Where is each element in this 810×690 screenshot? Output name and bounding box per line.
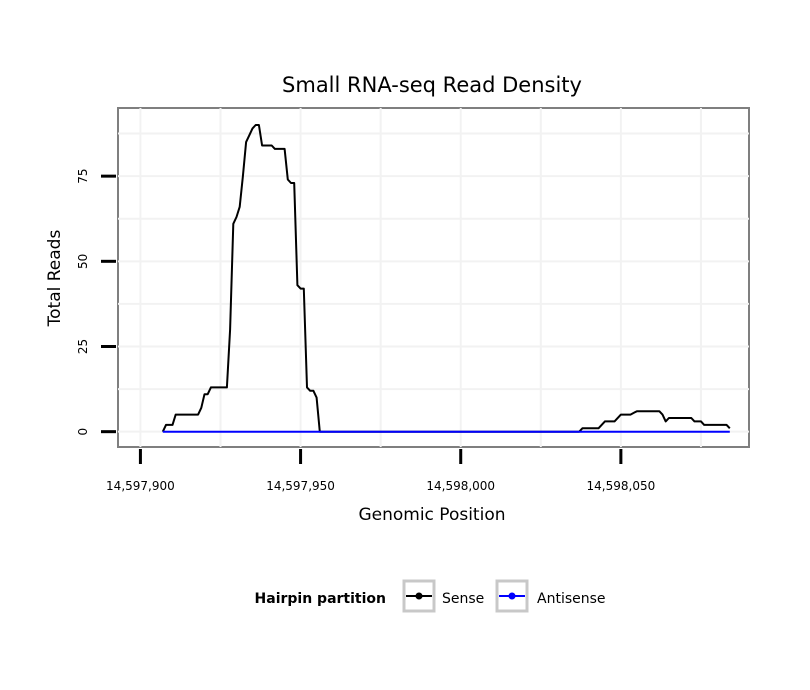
- legend-point-sense: [415, 592, 423, 600]
- legend-title: Hairpin partition: [255, 591, 386, 607]
- y-tick-label-3: 75: [76, 169, 90, 184]
- y-axis-label: Total Reads: [45, 230, 65, 328]
- y-tick-label-2: 50: [76, 254, 90, 269]
- legend-label-sense: Sense: [442, 591, 484, 607]
- x-tick-label-3: 14,598,050: [587, 479, 656, 493]
- x-tick-label-1: 14,597,950: [266, 479, 335, 493]
- legend: Hairpin partition Sense Antisense: [255, 579, 606, 613]
- x-tick-label-0: 14,597,900: [106, 479, 175, 493]
- chart-title: Small RNA-seq Read Density: [282, 73, 582, 97]
- y-tick-label-0: 0: [76, 428, 90, 436]
- plot-panel: [117, 107, 750, 448]
- legend-item-sense: Sense: [402, 579, 484, 613]
- series-line-sense: [161, 124, 731, 433]
- y-tick-label-1: 25: [76, 339, 90, 354]
- series-layer: [161, 124, 731, 433]
- y-axis: 0 25 50 75: [76, 169, 116, 436]
- legend-item-antisense: Antisense: [495, 579, 606, 613]
- legend-point-antisense: [508, 592, 516, 600]
- legend-label-antisense: Antisense: [537, 591, 606, 607]
- x-axis: 14,597,900 14,597,950 14,598,000 14,598,050: [106, 449, 655, 493]
- x-tick-label-2: 14,598,000: [426, 479, 495, 493]
- x-axis-label: Genomic Position: [358, 505, 505, 525]
- grid: [118, 108, 749, 447]
